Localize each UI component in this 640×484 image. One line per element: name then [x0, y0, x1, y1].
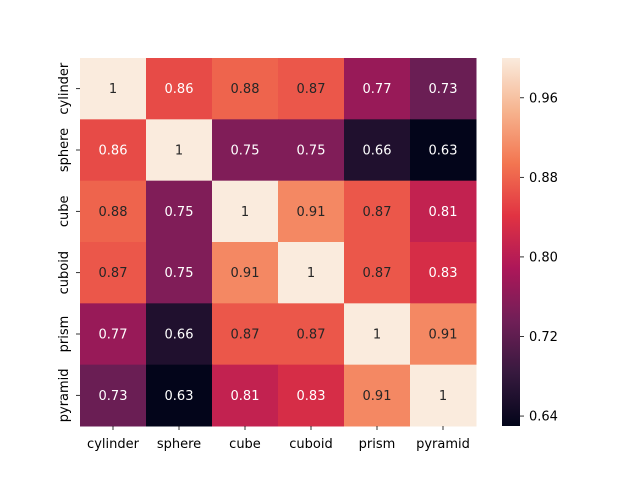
heatmap-cell-prism-prism: [344, 303, 411, 366]
heatmap-cell-cuboid-cube: [212, 242, 279, 304]
heatmap-cell-pyramid-cube: [212, 364, 279, 427]
heatmap-cell-cuboid-cylinder: [80, 242, 147, 304]
x-tick-label: sphere: [157, 437, 201, 452]
colorbar-tick-label: 0.88: [529, 171, 558, 186]
heatmap-cell-cube-cylinder: [80, 180, 147, 243]
heatmap-cell-pyramid-prism: [344, 364, 411, 427]
cell-value-label: 0.91: [363, 389, 392, 404]
x-tick-label: cylinder: [87, 437, 140, 452]
heatmap-cell-cuboid-prism: [344, 242, 411, 304]
cell-value-label: 0.88: [99, 205, 128, 220]
y-tick-label: pyramid: [57, 368, 72, 422]
cell-value-label: 0.75: [165, 205, 194, 220]
cell-value-label: 1: [175, 144, 183, 159]
y-tick-label: sphere: [57, 128, 72, 172]
colorbar: [502, 58, 520, 426]
cell-value-label: 1: [439, 389, 447, 404]
heatmap-cell-pyramid-cuboid: [278, 364, 345, 427]
cell-value-label: 1: [307, 266, 315, 281]
y-tick-label: cube: [57, 196, 72, 228]
cell-value-label: 0.66: [363, 144, 392, 159]
heatmap-cell-cuboid-sphere: [146, 242, 213, 304]
heatmap-cell-sphere-cube: [212, 119, 279, 182]
cell-value-label: 0.91: [429, 328, 458, 343]
x-tick-label: cuboid: [289, 437, 332, 452]
cell-value-label: 0.77: [99, 328, 128, 343]
cell-value-label: 1: [109, 82, 117, 97]
heatmap-cell-prism-sphere: [146, 303, 213, 366]
heatmap-cell-cube-cuboid: [278, 180, 345, 243]
cell-value-label: 0.81: [231, 389, 260, 404]
heatmap-cell-cuboid-cuboid: [278, 242, 345, 304]
x-tick-label: prism: [359, 437, 396, 452]
cell-value-label: 0.88: [231, 82, 260, 97]
heatmap-cell-cylinder-cylinder: [80, 58, 147, 120]
cell-value-label: 0.87: [297, 82, 326, 97]
cell-value-label: 0.75: [165, 266, 194, 281]
heatmap-cell-sphere-pyramid: [410, 119, 477, 182]
heatmap-cell-cube-pyramid: [410, 180, 477, 243]
cell-value-label: 0.83: [297, 389, 326, 404]
cell-value-label: 1: [241, 205, 249, 220]
heatmap-cell-prism-cylinder: [80, 303, 147, 366]
cell-value-label: 0.73: [99, 389, 128, 404]
heatmap-cell-pyramid-sphere: [146, 364, 213, 427]
cell-value-label: 0.91: [231, 266, 260, 281]
x-tick-label: cube: [229, 437, 261, 452]
y-tick-label: prism: [57, 316, 72, 353]
colorbar-tick-label: 0.96: [529, 91, 558, 106]
cell-value-label: 0.86: [165, 82, 194, 97]
cell-value-label: 0.66: [165, 328, 194, 343]
heatmap-cell-cube-prism: [344, 180, 411, 243]
cell-value-label: 0.63: [429, 144, 458, 159]
cell-value-label: 0.73: [429, 82, 458, 97]
cell-value-label: 0.87: [363, 205, 392, 220]
cell-value-label: 0.81: [429, 205, 458, 220]
cell-value-label: 0.87: [363, 266, 392, 281]
cell-value-label: 0.75: [297, 144, 326, 159]
cell-value-label: 0.87: [231, 328, 260, 343]
heatmap-cell-pyramid-cylinder: [80, 364, 147, 427]
cell-value-label: 0.87: [297, 328, 326, 343]
heatmap-cell-prism-cube: [212, 303, 279, 366]
y-tick-label: cuboid: [57, 251, 72, 294]
cell-value-label: 0.91: [297, 205, 326, 220]
heatmap-cell-cylinder-prism: [344, 58, 411, 120]
heatmap-cell-cylinder-sphere: [146, 58, 213, 120]
heatmap-cell-prism-pyramid: [410, 303, 477, 366]
heatmap-cell-cylinder-pyramid: [410, 58, 477, 120]
heatmap-cell-pyramid-pyramid: [410, 364, 477, 427]
heatmap-cell-cuboid-pyramid: [410, 242, 477, 304]
y-tick-label: cylinder: [57, 62, 72, 115]
heatmap-cell-cylinder-cuboid: [278, 58, 345, 120]
colorbar-tick-label: 0.64: [529, 410, 558, 425]
cell-value-label: 1: [373, 328, 381, 343]
heatmap-cell-cube-cube: [212, 180, 279, 243]
cell-value-label: 0.86: [99, 144, 128, 159]
colorbar-tick-label: 0.72: [529, 330, 558, 345]
heatmap-cell-cylinder-cube: [212, 58, 279, 120]
heatmap-cell-prism-cuboid: [278, 303, 345, 366]
cell-value-label: 0.63: [165, 389, 194, 404]
heatmap-cell-sphere-prism: [344, 119, 411, 182]
cell-value-label: 0.77: [363, 82, 392, 97]
cell-value-label: 0.87: [99, 266, 128, 281]
colorbar-tick-label: 0.80: [529, 250, 558, 265]
cell-value-label: 0.83: [429, 266, 458, 281]
cell-value-label: 0.75: [231, 144, 260, 159]
heatmap-cell-cube-sphere: [146, 180, 213, 243]
heatmap-cell-sphere-sphere: [146, 119, 213, 182]
heatmap-cell-sphere-cylinder: [80, 119, 147, 182]
x-tick-label: pyramid: [416, 437, 470, 452]
heatmap-cell-sphere-cuboid: [278, 119, 345, 182]
